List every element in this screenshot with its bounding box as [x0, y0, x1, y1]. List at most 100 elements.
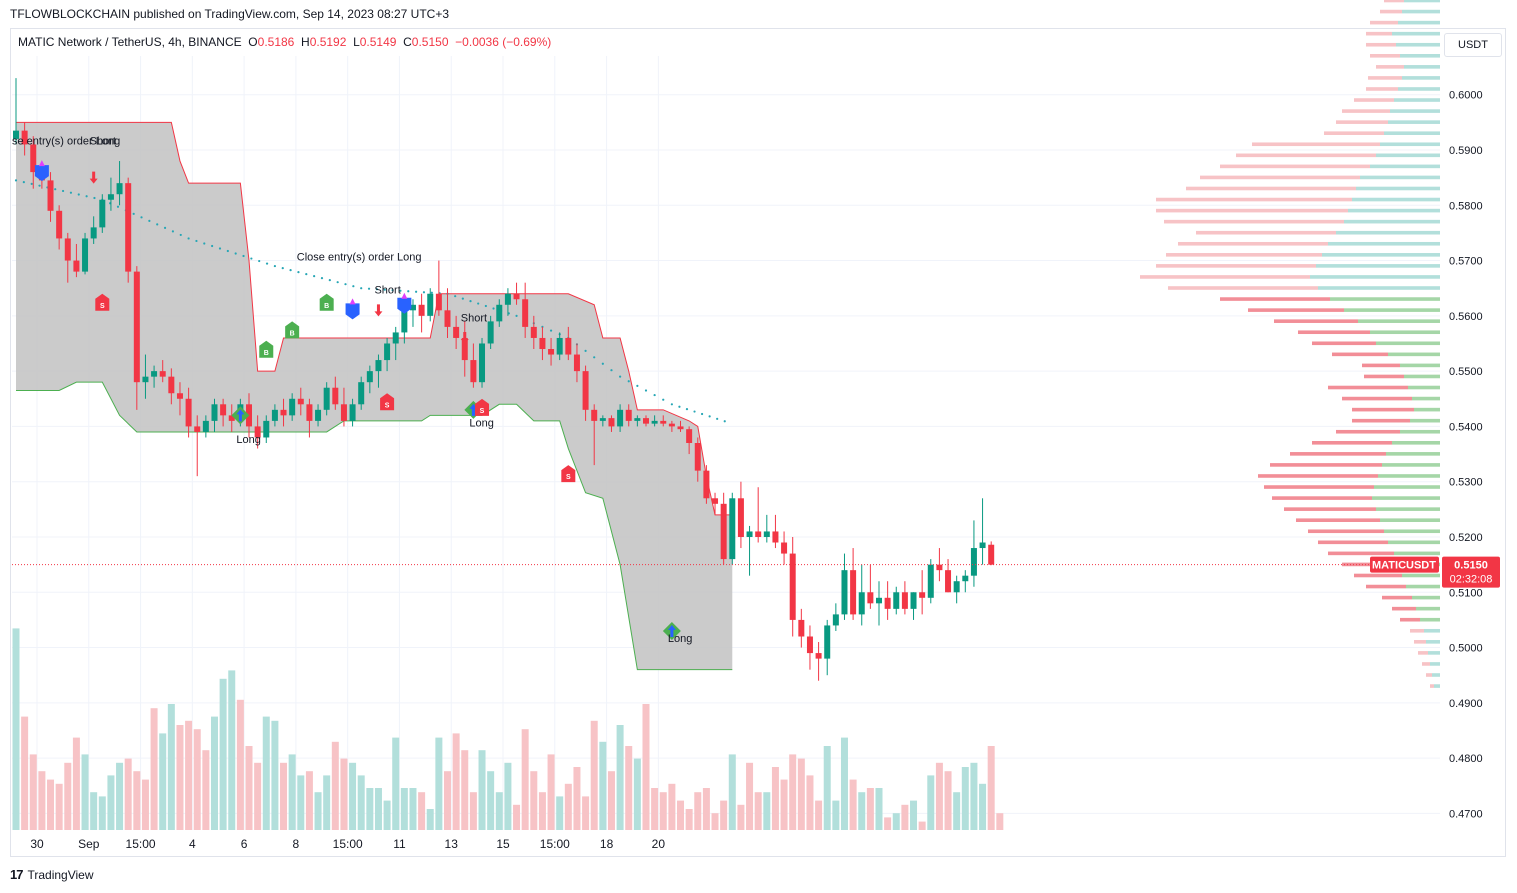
candle-body — [737, 498, 744, 537]
candle-body — [427, 293, 434, 316]
profile-buy-bar — [1336, 230, 1440, 235]
profile-buy-bar — [1406, 584, 1440, 589]
profile-buy-bar — [1372, 496, 1440, 500]
candle-body — [591, 409, 598, 421]
volume-bar — [996, 813, 1004, 830]
volume-bar — [141, 779, 149, 830]
candle-body — [401, 310, 408, 333]
trail-dot — [140, 216, 143, 219]
candle-body — [315, 409, 322, 421]
stop-loss-icon — [397, 292, 412, 314]
volume-bar — [737, 804, 745, 830]
trail-dot — [367, 287, 371, 290]
profile-sell-bar — [1274, 319, 1358, 323]
volume-bar — [487, 771, 495, 830]
trail-dot — [375, 288, 378, 291]
candle-body — [841, 570, 848, 615]
volume-bar — [340, 758, 348, 830]
candle-body — [99, 199, 106, 228]
trail-dot — [116, 205, 120, 208]
time-tick-label: 8 — [293, 837, 300, 851]
buy-marker-icon: B — [259, 340, 274, 358]
profile-buy-bar — [1390, 109, 1440, 113]
profile-sell-bar — [1328, 551, 1394, 556]
profile-buy-bar — [1330, 297, 1440, 301]
candle-body — [176, 393, 183, 399]
trail-dot — [69, 191, 73, 194]
profile-sell-bar — [1328, 385, 1408, 390]
profile-buy-bar — [1402, 76, 1440, 80]
candle-body — [366, 371, 373, 383]
volume-bar — [901, 804, 909, 830]
time-tick-label: 6 — [241, 837, 248, 851]
currency-button[interactable]: USDT — [1444, 33, 1502, 57]
profile-buy-bar — [1428, 651, 1440, 655]
volume-bar — [651, 788, 659, 830]
volume-bar — [469, 792, 477, 830]
candle-body — [660, 420, 667, 424]
candle-body — [634, 418, 641, 421]
candle-body — [13, 130, 19, 139]
volume-bar — [797, 758, 805, 830]
candle-body — [729, 498, 736, 560]
low-value: 0.5149 — [359, 35, 397, 49]
candle-body — [392, 332, 399, 344]
volume-bar — [866, 788, 874, 830]
footer-brand[interactable]: TradingView — [27, 867, 94, 882]
profile-sell-bar — [1336, 120, 1388, 124]
volume-bar — [90, 792, 98, 830]
volume-bar — [564, 783, 572, 830]
trail-dot — [203, 242, 206, 245]
volume-bar — [228, 670, 236, 830]
annotation-label: Long — [668, 633, 692, 645]
candle-body — [617, 409, 624, 427]
volume-bar — [771, 767, 779, 830]
candle-body — [651, 420, 658, 424]
trail-dot — [492, 307, 495, 310]
volume-bar — [702, 788, 710, 830]
annotation-label: Long — [469, 417, 493, 429]
candles — [13, 78, 995, 681]
volume-bar — [81, 754, 89, 830]
candle-body — [263, 420, 270, 438]
profile-buy-bar — [1370, 330, 1440, 335]
volume-bar — [55, 783, 63, 830]
profile-sell-bar — [1296, 518, 1380, 522]
profile-sell-bar — [1270, 463, 1382, 467]
time-axis[interactable]: 30 Sep 15:00 4 6 8 15:00 11 13 15 15:00 18 20 — [30, 837, 665, 851]
profile-sell-bar — [1352, 418, 1410, 423]
volume-bar — [668, 783, 676, 830]
volume-bar — [754, 792, 762, 830]
price-axis[interactable]: 0.6000 0.5900 0.5800 0.5700 0.5600 0.5500 0.54… — [1449, 90, 1483, 821]
profile-sell-bar — [1186, 186, 1356, 191]
trail-dot — [313, 275, 316, 278]
trail-dot — [132, 212, 135, 215]
annotation-label: Short — [461, 312, 487, 324]
volume-bar — [254, 762, 262, 830]
candle-body — [755, 531, 762, 537]
sell-marker-icon: S — [561, 465, 576, 483]
profile-buy-bar — [1404, 65, 1440, 69]
volume-bar — [530, 771, 538, 830]
trail-dot — [226, 249, 229, 253]
price-tick-label: 0.5200 — [1449, 532, 1483, 544]
candle-body — [893, 592, 900, 609]
candle-body — [746, 531, 753, 537]
volume-bar — [513, 804, 521, 830]
trail-dot — [678, 405, 681, 408]
trail-dot — [415, 290, 418, 293]
volume-bar — [116, 762, 124, 830]
price-tick-label: 0.4800 — [1449, 753, 1483, 765]
volume-bar — [780, 779, 788, 830]
profile-sell-bar — [1366, 42, 1396, 47]
time-tick-label: 13 — [445, 837, 459, 851]
marker-letter: B — [324, 303, 329, 310]
candle-body — [453, 326, 460, 338]
trail-dot — [670, 403, 673, 406]
volume-profile — [1140, 0, 1440, 688]
profile-sell-bar — [1362, 363, 1400, 368]
long-arrow-icon — [662, 621, 681, 640]
candle-body — [781, 542, 788, 554]
volume-bar — [64, 762, 72, 830]
